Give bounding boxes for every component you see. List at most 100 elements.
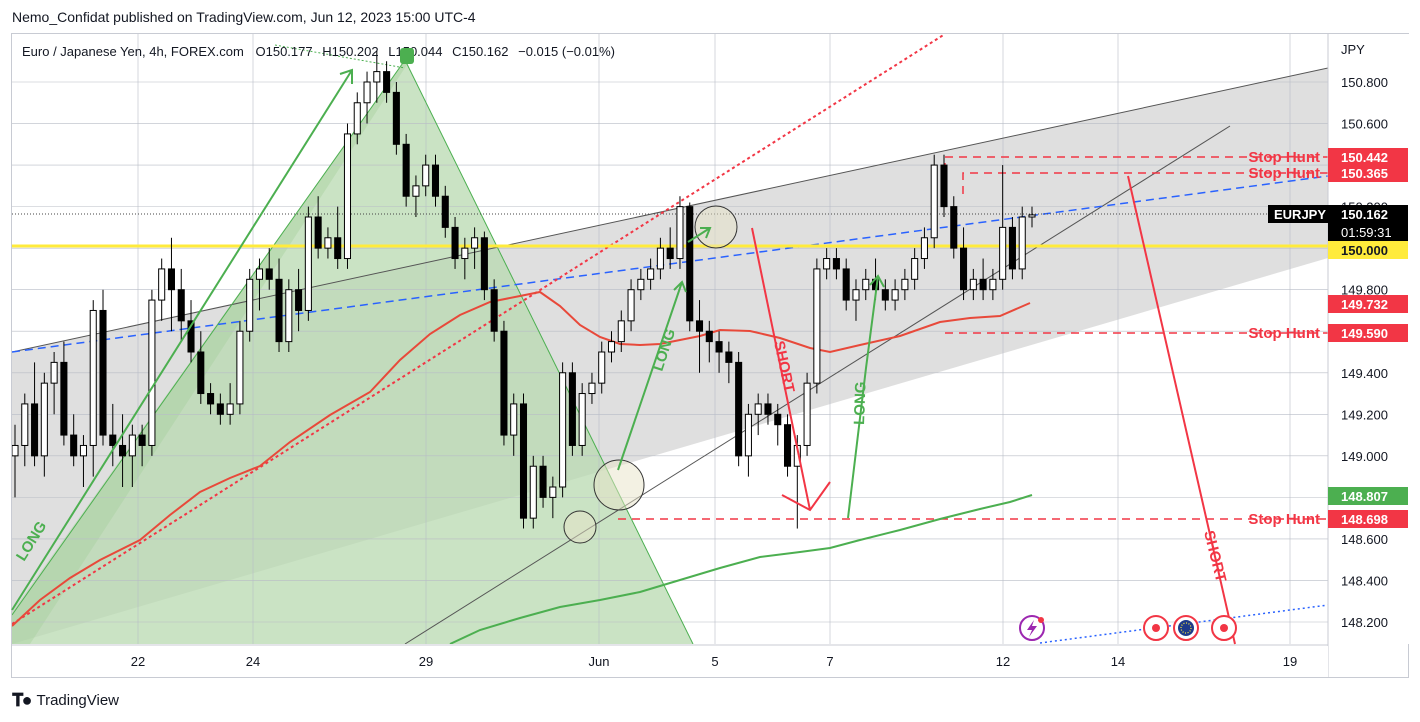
candle: [695, 300, 704, 373]
x-tick-label: 12: [996, 654, 1010, 669]
candle: [627, 279, 635, 332]
red-arrows: [751, 175, 1236, 645]
candle: [275, 258, 283, 352]
short-label: SHORT: [1200, 529, 1229, 584]
stop-hunt-label: Stop Hunt: [1248, 165, 1320, 182]
candle: [705, 320, 713, 363]
candle: [715, 331, 723, 373]
x-tick-label: Jun: [589, 654, 610, 669]
candle: [549, 476, 557, 519]
candle: [686, 202, 694, 332]
publisher-line: Nemo_Confidat published on TradingView.c…: [12, 9, 476, 25]
red-moving-average: [12, 290, 1031, 627]
red-ma-tag: 149.732: [1341, 297, 1388, 312]
lightning-glyph-icon: [1027, 620, 1037, 637]
candle: [617, 310, 625, 352]
candle: [119, 414, 127, 487]
triangle-left-edge: [12, 59, 406, 616]
candle: [862, 268, 870, 301]
high-value: 150.202: [332, 44, 379, 59]
x-tick-label: 7: [826, 654, 833, 669]
stop-hunt-price-tag: 150.442: [1341, 150, 1388, 165]
candle: [197, 331, 205, 404]
candle: [725, 341, 733, 384]
stop-hunt-label: Stop Hunt: [1248, 149, 1320, 166]
candle: [999, 165, 1007, 290]
key-level-tag: 150.000: [1341, 243, 1388, 258]
last-price-tag: 150.162: [1341, 207, 1388, 222]
candle: [940, 154, 948, 217]
candle: [246, 268, 254, 342]
x-axis[interactable]: 22 24 29 Jun 5 7 12 14 19: [131, 654, 1297, 669]
y-tick-label: 150.800: [1341, 75, 1388, 90]
high-marker-badge: [400, 48, 414, 64]
change-value: −0.015 (−0.01%): [518, 44, 615, 59]
candle: [177, 268, 185, 342]
y-tick-label: 149.000: [1341, 449, 1388, 464]
candle: [216, 393, 224, 425]
candle: [226, 383, 234, 425]
candle: [158, 258, 166, 321]
candle: [148, 289, 156, 456]
candle: [803, 372, 811, 456]
candle: [529, 455, 537, 529]
candle: [969, 268, 977, 301]
grid: [12, 34, 1328, 644]
stop-hunt-label: Stop Hunt: [1248, 325, 1320, 342]
event-icons[interactable]: [1019, 615, 1237, 641]
candle: [519, 393, 528, 529]
candle: [471, 227, 479, 269]
highlight-circle: [563, 510, 597, 544]
red-dotted-trendline: [12, 34, 946, 625]
stop-hunt-price-tag: 148.698: [1341, 512, 1388, 527]
symbol-tag: EURJPY: [1274, 207, 1326, 222]
candle: [559, 362, 567, 498]
green-moving-average: [449, 494, 1033, 644]
candle: [598, 341, 606, 394]
candle: [588, 372, 596, 404]
candle: [842, 258, 850, 311]
candle: [989, 268, 997, 301]
triangle-right-edge: [404, 59, 694, 644]
candle: [852, 279, 860, 321]
candle: [930, 154, 938, 249]
candle: [480, 231, 488, 301]
candles: [12, 50, 1036, 529]
candle: [539, 455, 547, 508]
tradingview-logo-icon: 𝐓●: [12, 690, 33, 710]
stop-hunt-price-tag: 150.365: [1341, 166, 1388, 181]
candle: [568, 362, 576, 456]
tradingview-logo[interactable]: 𝐓● TradingView: [12, 690, 119, 711]
candle: [754, 393, 762, 436]
candle: [79, 435, 87, 487]
candle: [89, 300, 97, 477]
x-tick-label: 14: [1111, 654, 1125, 669]
candle: [304, 206, 312, 321]
price-tags: 150.442 150.365 EURJPY 150.162 01:59:31 …: [1268, 148, 1408, 528]
candle: [764, 393, 772, 425]
candle: [1008, 217, 1016, 280]
chart-legend: Euro / Japanese Yen, 4h, FOREX.com O150.…: [22, 44, 615, 59]
candle: [285, 279, 293, 352]
green-ma-tag: 148.807: [1341, 489, 1388, 504]
candle: [647, 258, 655, 290]
close-value: 150.162: [462, 44, 509, 59]
candle: [138, 424, 146, 467]
candle: [744, 403, 752, 477]
candle: [676, 196, 684, 269]
candle: [666, 227, 674, 269]
candle: [881, 279, 889, 311]
stop-hunt-lines: [618, 156, 1328, 520]
green-triangle-zone-upper: [12, 60, 410, 644]
candle: [950, 196, 958, 259]
candle: [774, 403, 782, 446]
candle: [167, 237, 175, 332]
candle: [783, 414, 792, 477]
x-tick-label: 22: [131, 654, 145, 669]
candle: [363, 71, 371, 124]
candle: [422, 154, 430, 197]
candle: [70, 414, 78, 467]
long-label: LONG: [851, 381, 870, 425]
candle: [656, 237, 664, 280]
